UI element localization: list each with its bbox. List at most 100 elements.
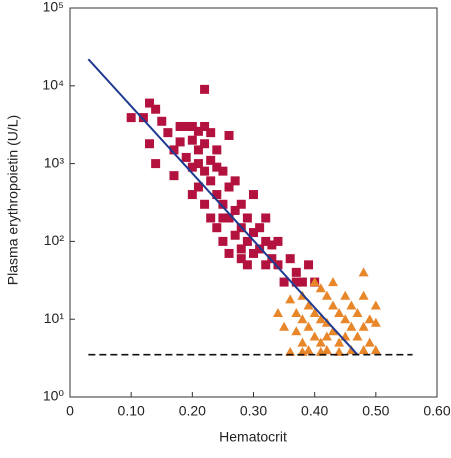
point (291, 308, 302, 318)
point (328, 277, 339, 287)
point (297, 314, 308, 324)
point (200, 84, 210, 94)
point (230, 205, 240, 215)
point (187, 162, 197, 172)
point (346, 321, 357, 331)
point (206, 213, 216, 223)
point (370, 345, 381, 355)
point (321, 290, 332, 300)
point (145, 98, 155, 108)
point (370, 317, 381, 327)
point (303, 321, 314, 331)
point (303, 345, 314, 355)
point (181, 121, 191, 131)
point (151, 159, 161, 169)
point (212, 190, 222, 200)
point (267, 240, 277, 250)
point (297, 337, 308, 347)
point (200, 166, 210, 176)
point (370, 300, 381, 310)
point (224, 248, 234, 258)
point (175, 137, 185, 147)
point (358, 267, 369, 277)
point (200, 139, 210, 149)
point (163, 128, 173, 138)
point (249, 190, 258, 200)
point (230, 176, 240, 186)
point (291, 267, 301, 277)
point (358, 290, 369, 300)
point (358, 345, 369, 355)
x-tick-label: 0 (66, 403, 74, 419)
point (212, 223, 222, 233)
point (126, 113, 136, 123)
point (304, 260, 314, 270)
point (328, 326, 339, 336)
point (218, 199, 228, 209)
point (193, 145, 203, 155)
point (273, 260, 283, 270)
point (255, 223, 265, 233)
point (249, 248, 258, 258)
point (273, 236, 283, 246)
point (145, 139, 155, 149)
point (340, 314, 351, 324)
point (285, 294, 296, 304)
y-tick-label: 10⁰ (43, 388, 65, 404)
point (352, 331, 363, 341)
point (272, 308, 283, 318)
point (303, 300, 314, 310)
plot-frame (69, 7, 438, 398)
point (187, 190, 197, 200)
point (181, 152, 191, 162)
point (212, 162, 222, 172)
point (230, 230, 240, 240)
point (285, 254, 295, 264)
point (334, 337, 345, 347)
point (206, 155, 216, 165)
point (321, 331, 332, 341)
point (193, 126, 203, 136)
point (200, 121, 210, 131)
point (218, 213, 228, 223)
point (236, 199, 246, 209)
point (138, 113, 148, 123)
point (169, 171, 179, 181)
point (328, 300, 339, 310)
point (242, 260, 252, 270)
point (297, 277, 307, 287)
line (87, 58, 359, 356)
x-tick-label: 0.30 (240, 403, 267, 419)
y-tick-label: 10³ (44, 154, 65, 170)
point (193, 159, 203, 169)
point (175, 121, 185, 131)
x-tick-label: 0.20 (179, 403, 206, 419)
point (291, 326, 302, 336)
point (212, 145, 222, 155)
point (334, 308, 345, 318)
point (309, 308, 320, 318)
point (261, 236, 271, 246)
point (321, 345, 332, 355)
point (206, 176, 216, 186)
y-tick-label: 10⁵ (43, 0, 64, 15)
point (364, 337, 375, 347)
point (291, 277, 301, 287)
x-tick-label: 0.10 (118, 403, 145, 419)
point (285, 346, 296, 356)
point (242, 236, 252, 246)
point (200, 199, 210, 209)
point (206, 128, 216, 138)
point (334, 346, 345, 356)
point (255, 244, 265, 254)
point (218, 236, 228, 246)
point (236, 254, 246, 264)
point (315, 314, 326, 324)
point (267, 254, 277, 264)
point (157, 116, 167, 126)
point (279, 321, 290, 331)
point (364, 314, 375, 324)
point (193, 182, 203, 192)
x-axis-label: Hematocrit (219, 429, 287, 445)
